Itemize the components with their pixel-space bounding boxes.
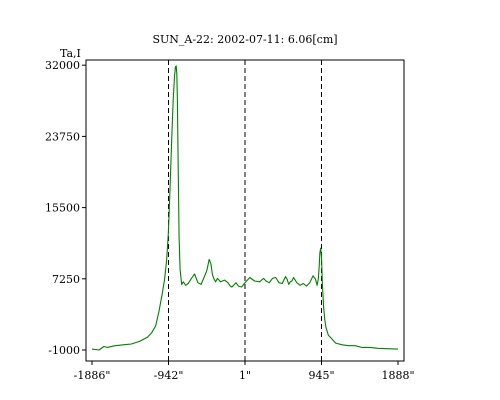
y-tick-label-2: 15500 (45, 202, 80, 215)
x-tick-label-1: -942" (154, 369, 184, 382)
x-axis: -1886" -942" 1" 945" 1888" (74, 361, 415, 382)
x-tick-label-4: 1888" (381, 369, 414, 382)
chart-title: SUN_A-22: 2002-07-11: 6.06[cm] (152, 33, 337, 46)
series-layer (91, 65, 399, 351)
plot-frame (85, 59, 405, 362)
y-tick-label-0: -1000 (48, 344, 80, 357)
y-tick-label-3: 23750 (45, 130, 80, 143)
x-tick-label-2: 1" (239, 369, 251, 382)
y-tick-label-4: 32000 (45, 59, 80, 72)
x-tick-label-3: 945" (308, 369, 334, 382)
series-line-0 (91, 65, 399, 351)
y-tick-label-1: 7250 (52, 273, 80, 286)
y-axis-label: Ta,I (60, 47, 81, 60)
y-axis: -1000 7250 15500 23750 32000 (45, 59, 86, 357)
reference-lines (168, 60, 322, 361)
x-tick-label-0: -1886" (74, 369, 111, 382)
